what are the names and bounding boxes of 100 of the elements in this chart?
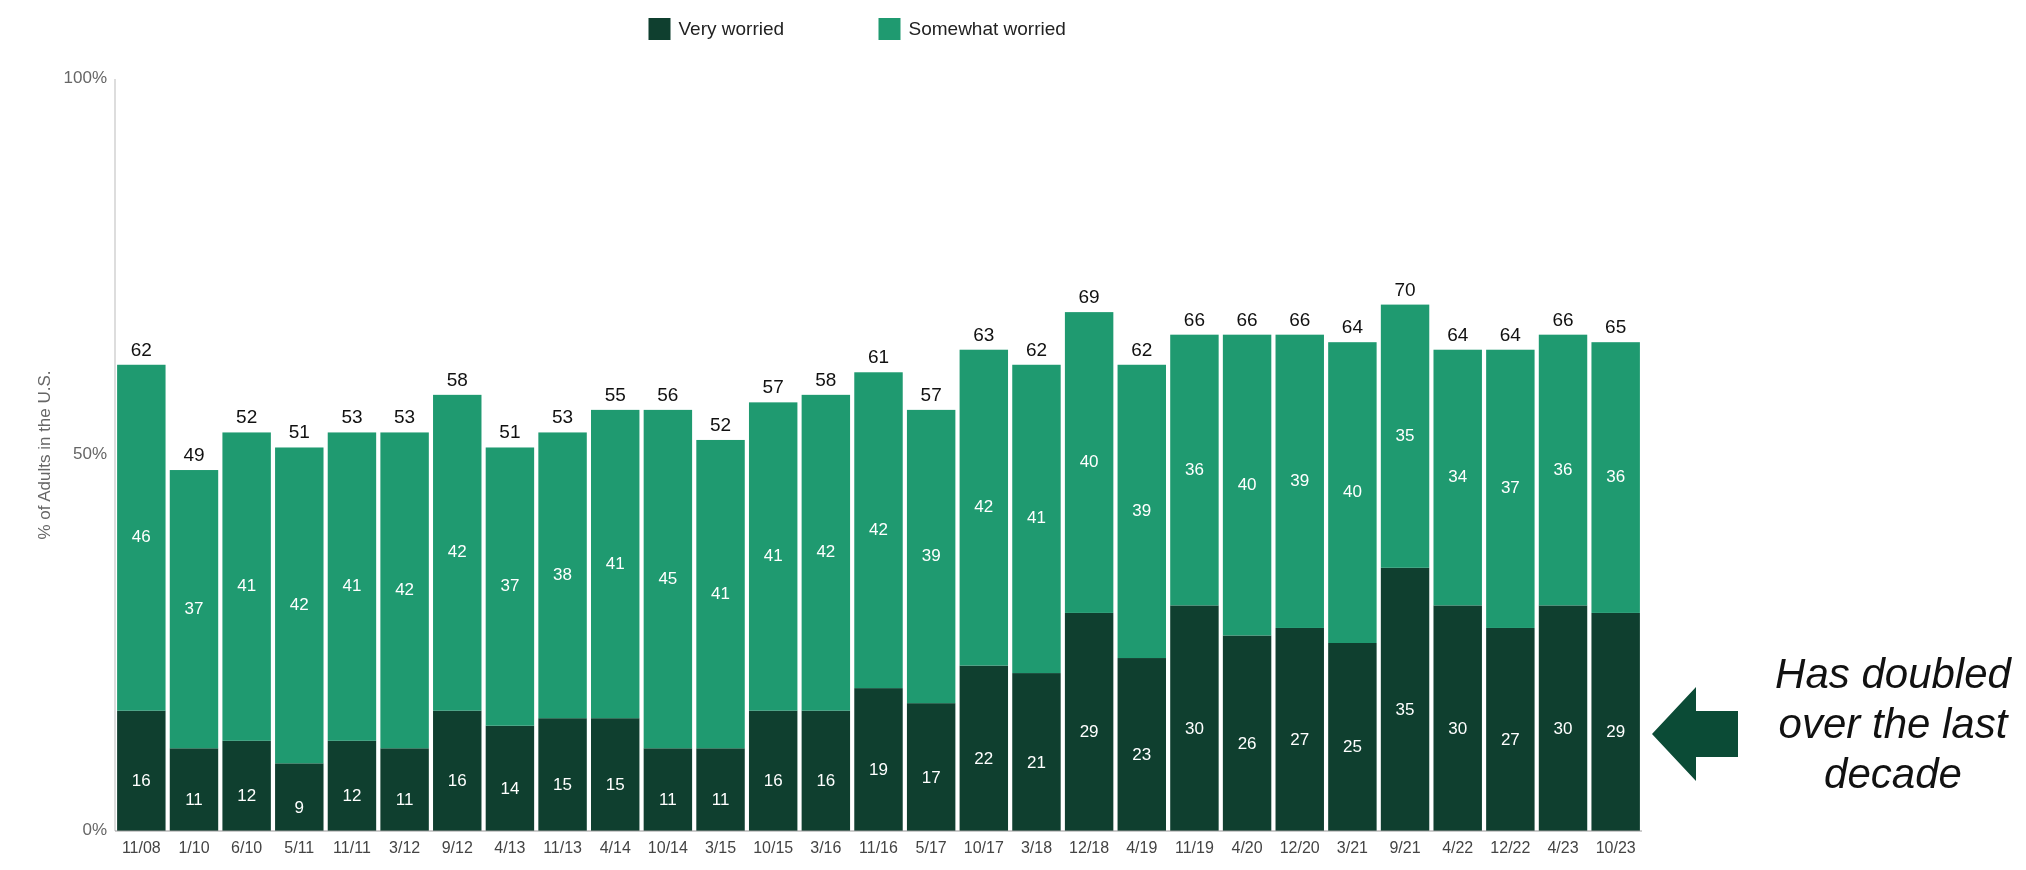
bar bbox=[1328, 643, 1377, 831]
total-label: 66 bbox=[1236, 308, 1258, 330]
data-label: 22 bbox=[974, 748, 994, 768]
bar bbox=[1380, 567, 1430, 831]
x-tick-label: 6/10 bbox=[231, 839, 263, 856]
x-tick-label: 3/21 bbox=[1336, 839, 1369, 856]
total-label: 52 bbox=[236, 406, 258, 428]
x-tick-label: 3/16 bbox=[810, 839, 842, 856]
bar bbox=[222, 740, 271, 831]
bar bbox=[643, 409, 693, 749]
data-label: 45 bbox=[658, 568, 678, 588]
bar bbox=[1222, 635, 1272, 831]
data-label: 41 bbox=[342, 576, 362, 596]
total-label: 52 bbox=[709, 413, 732, 435]
data-label: 37 bbox=[1500, 478, 1520, 498]
bar bbox=[485, 447, 535, 726]
data-label: 42 bbox=[869, 519, 888, 539]
x-tick-label: 3/15 bbox=[704, 839, 737, 856]
total-label: 51 bbox=[288, 421, 310, 443]
x-tick-label: 12/18 bbox=[1069, 839, 1110, 856]
bar bbox=[433, 710, 482, 831]
total-label: 58 bbox=[815, 368, 837, 390]
total-label: 66 bbox=[1183, 308, 1205, 330]
x-tick-label: 4/14 bbox=[599, 839, 631, 856]
data-label: 39 bbox=[1132, 500, 1152, 520]
data-label: 37 bbox=[500, 576, 520, 596]
data-label: 11 bbox=[185, 790, 203, 810]
data-label: 23 bbox=[1132, 745, 1152, 764]
data-label: 19 bbox=[869, 760, 888, 780]
bar bbox=[1275, 627, 1324, 831]
bar bbox=[1275, 334, 1324, 628]
y-tick-label: 100% bbox=[63, 68, 107, 88]
bar bbox=[801, 710, 851, 831]
bar bbox=[643, 748, 693, 831]
total-label: 49 bbox=[183, 444, 205, 466]
bar bbox=[275, 763, 324, 831]
bar bbox=[696, 748, 745, 831]
total-label: 62 bbox=[1025, 338, 1048, 360]
data-label: 27 bbox=[1500, 729, 1520, 749]
bar bbox=[1380, 304, 1430, 568]
data-label: 16 bbox=[816, 771, 836, 791]
x-tick-label: 3/12 bbox=[389, 839, 421, 856]
total-label: 70 bbox=[1394, 278, 1416, 300]
bar bbox=[169, 470, 219, 749]
bar bbox=[1117, 658, 1166, 831]
data-label: 29 bbox=[1606, 722, 1626, 742]
bar bbox=[538, 718, 587, 831]
bar bbox=[327, 432, 377, 741]
data-label: 11 bbox=[711, 790, 730, 810]
bar bbox=[1064, 612, 1114, 831]
bar bbox=[433, 394, 482, 711]
total-label: 62 bbox=[130, 338, 152, 360]
data-label: 26 bbox=[1237, 733, 1257, 753]
data-label: 37 bbox=[184, 598, 204, 618]
bar bbox=[1222, 334, 1272, 636]
bar bbox=[380, 432, 429, 749]
bar bbox=[959, 665, 1009, 831]
data-label: 41 bbox=[237, 576, 257, 596]
bar bbox=[748, 710, 798, 831]
data-label: 42 bbox=[974, 497, 994, 517]
bar bbox=[801, 394, 851, 711]
total-label: 64 bbox=[1341, 316, 1364, 338]
bar bbox=[222, 432, 271, 741]
total-label: 64 bbox=[1499, 323, 1522, 345]
total-label: 61 bbox=[867, 346, 890, 368]
total-label: 55 bbox=[604, 383, 626, 405]
data-label: 40 bbox=[1342, 482, 1362, 502]
y-tick-label: 0% bbox=[82, 820, 107, 840]
x-tick-label: 5/17 bbox=[915, 839, 947, 856]
bar bbox=[1170, 605, 1219, 831]
data-label: 25 bbox=[1342, 737, 1362, 757]
bar bbox=[327, 740, 377, 831]
bar bbox=[696, 439, 745, 749]
total-label: 53 bbox=[341, 406, 363, 428]
bar bbox=[748, 402, 798, 711]
data-label: 27 bbox=[1290, 729, 1310, 749]
total-label: 53 bbox=[552, 406, 574, 428]
x-tick-label: 9/21 bbox=[1389, 839, 1421, 856]
data-label: 15 bbox=[553, 775, 573, 795]
total-label: 66 bbox=[1289, 308, 1311, 330]
bar bbox=[1433, 605, 1482, 831]
bar bbox=[1591, 342, 1640, 613]
data-label: 11 bbox=[659, 790, 677, 810]
data-label: 30 bbox=[1553, 718, 1573, 738]
bar bbox=[1486, 349, 1535, 628]
total-label: 57 bbox=[920, 383, 942, 405]
data-label: 39 bbox=[1290, 470, 1310, 490]
total-label: 69 bbox=[1078, 286, 1100, 308]
data-label: 9 bbox=[294, 797, 305, 817]
data-label: 16 bbox=[131, 771, 151, 791]
bar bbox=[485, 725, 535, 831]
bar bbox=[1012, 673, 1061, 831]
bar bbox=[1538, 605, 1588, 831]
data-label: 36 bbox=[1184, 459, 1204, 479]
x-tick-label: 11/16 bbox=[859, 839, 899, 856]
x-tick-label: 5/11 bbox=[284, 839, 315, 856]
data-label: 34 bbox=[1448, 467, 1468, 487]
bar bbox=[169, 748, 219, 831]
bar bbox=[117, 710, 166, 831]
bar bbox=[1538, 334, 1588, 606]
